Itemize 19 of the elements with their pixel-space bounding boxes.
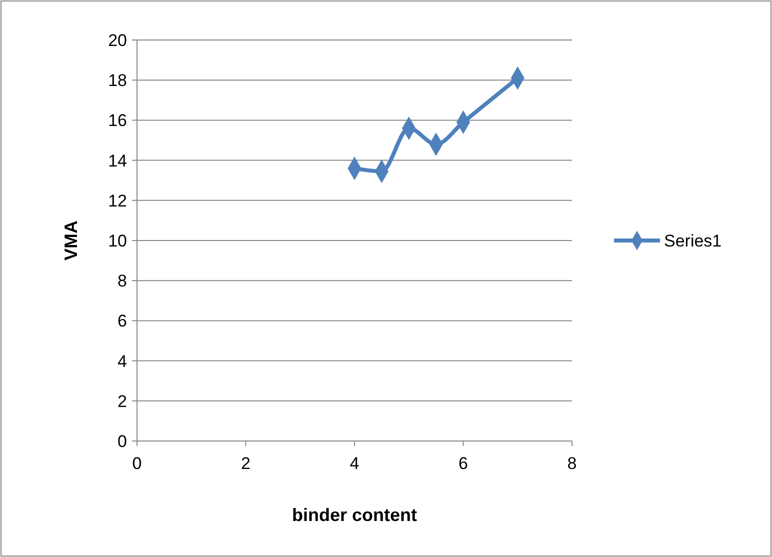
x-axis-title: binder content [292, 505, 418, 525]
y-tick-label: 14 [108, 151, 127, 170]
y-tick-label: 6 [118, 312, 127, 331]
y-tick-label: 18 [108, 71, 127, 90]
x-tick-label: 0 [132, 454, 142, 473]
x-tick-label: 4 [350, 454, 360, 473]
y-tick-label: 16 [108, 111, 127, 130]
y-tick-label: 8 [118, 272, 127, 291]
legend-label: Series1 [664, 231, 722, 250]
y-tick-label: 4 [118, 352, 127, 371]
y-tick-label: 2 [118, 392, 127, 411]
y-tick-label: 20 [108, 30, 127, 50]
x-tick-label: 2 [241, 454, 250, 473]
x-tick-label: 8 [567, 454, 577, 473]
x-tick-label: 6 [458, 454, 468, 473]
y-tick-label: 10 [108, 231, 127, 250]
y-tick-label: 12 [108, 191, 127, 210]
y-axis-title: VMA [61, 220, 81, 260]
y-tick-label: 0 [118, 432, 127, 451]
